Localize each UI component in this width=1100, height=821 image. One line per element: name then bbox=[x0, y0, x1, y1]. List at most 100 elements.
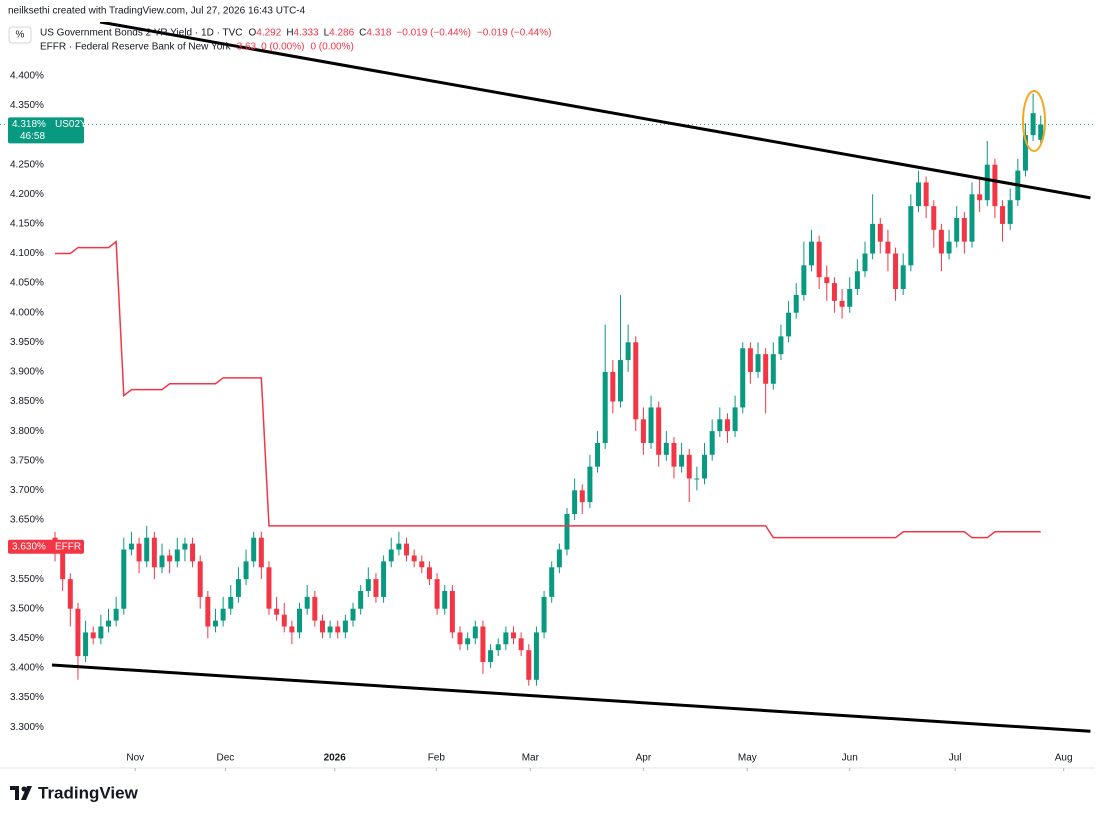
legend-name: EFFR · Federal Reserve Bank of New York bbox=[40, 42, 232, 53]
y-tick-label: 4.250% bbox=[10, 159, 44, 170]
candle-body bbox=[419, 561, 425, 568]
candle-body bbox=[495, 644, 501, 651]
x-tick-label: Dec bbox=[217, 753, 235, 764]
y-tick-label: 4.000% bbox=[10, 307, 44, 318]
candle-body bbox=[778, 336, 784, 355]
legend-ohlc-letter: C bbox=[359, 28, 366, 39]
y-tick-label: 3.350% bbox=[10, 692, 44, 703]
candle-body bbox=[98, 626, 104, 639]
candle-body bbox=[159, 555, 165, 568]
candle-body bbox=[106, 620, 112, 627]
candle-body bbox=[801, 265, 807, 295]
candle-body bbox=[549, 567, 555, 597]
candle-body bbox=[915, 182, 921, 207]
candle-body bbox=[923, 182, 929, 207]
candle-body bbox=[755, 354, 761, 372]
y-tick-label: 4.100% bbox=[10, 248, 44, 259]
candle-body bbox=[381, 561, 387, 597]
candle-body bbox=[518, 638, 524, 651]
y-tick-label: 3.500% bbox=[10, 603, 44, 614]
candle-body bbox=[113, 608, 119, 621]
candle-body bbox=[938, 229, 944, 254]
candle-body bbox=[1030, 113, 1036, 136]
candle-body bbox=[1007, 200, 1013, 224]
candle-body bbox=[977, 194, 983, 201]
candle-body bbox=[1000, 206, 1006, 224]
candle-body bbox=[411, 555, 417, 562]
candle-body bbox=[572, 490, 578, 515]
legend-change: 0 (0.00%) bbox=[310, 42, 353, 53]
candle-body bbox=[434, 579, 440, 609]
x-tick-label: 2026 bbox=[324, 753, 347, 764]
y-tick-label: 4.150% bbox=[10, 219, 44, 230]
candle-body bbox=[319, 620, 325, 633]
candle-body bbox=[304, 596, 310, 609]
candle-body bbox=[770, 354, 776, 384]
candle-body bbox=[541, 596, 547, 633]
price-tags: 4.318% US02Y 46:58 3.630% EFFR bbox=[8, 117, 87, 554]
highlight-ellipse bbox=[1022, 90, 1046, 152]
y-tick-label: 4.350% bbox=[10, 100, 44, 111]
candle-body bbox=[136, 543, 142, 562]
candle-body bbox=[847, 289, 853, 307]
candle-body bbox=[717, 419, 723, 432]
candle-body bbox=[297, 608, 303, 633]
candle-body bbox=[900, 265, 906, 290]
y-tick-label: 3.700% bbox=[10, 485, 44, 496]
candle-body bbox=[908, 206, 914, 266]
x-tick-label: Jun bbox=[842, 753, 858, 764]
candle-body bbox=[228, 596, 234, 609]
candle-body bbox=[426, 567, 432, 580]
candle-body bbox=[992, 164, 998, 207]
candle-body bbox=[1022, 135, 1028, 171]
candle-body bbox=[60, 549, 66, 580]
legend-value: 3.63 bbox=[237, 42, 257, 53]
candle-body bbox=[488, 650, 494, 663]
plot-area bbox=[0, 22, 1095, 733]
candle-body bbox=[786, 312, 792, 337]
candle-body bbox=[747, 348, 753, 372]
candle-body bbox=[404, 543, 410, 556]
candle-body bbox=[954, 217, 960, 242]
candle-body bbox=[579, 490, 585, 503]
candle-body bbox=[633, 342, 639, 420]
candle-body bbox=[144, 537, 150, 562]
candle-body bbox=[885, 241, 891, 254]
legend-name: US Government Bonds 2 YR Yield · 1D · TV… bbox=[40, 28, 243, 39]
candle-body bbox=[533, 632, 539, 680]
y-tick-label: 4.200% bbox=[10, 189, 44, 200]
candle-body bbox=[510, 632, 516, 639]
y-tick-label: 3.650% bbox=[10, 515, 44, 526]
y-tick-label: 3.550% bbox=[10, 574, 44, 585]
candle-body bbox=[877, 223, 883, 242]
candle-body bbox=[388, 549, 394, 562]
y-tick-label: 3.300% bbox=[10, 722, 44, 733]
candle-body bbox=[625, 342, 631, 361]
candle-body bbox=[235, 579, 241, 597]
trendline bbox=[51, 663, 1091, 733]
legend: US Government Bonds 2 YR Yield · 1D · TV… bbox=[40, 28, 551, 53]
y-tick-label: 3.850% bbox=[10, 396, 44, 407]
candle-body bbox=[151, 537, 157, 568]
candle-body bbox=[251, 537, 257, 562]
candle-body bbox=[946, 241, 952, 254]
candle-body bbox=[442, 590, 448, 609]
attribution: neilksethi created with TradingView.com,… bbox=[8, 6, 306, 17]
candle-body bbox=[472, 626, 478, 639]
legend-ohlc-value: 4.292 bbox=[256, 28, 281, 39]
candle-body bbox=[732, 407, 738, 432]
y-tick-label: 3.800% bbox=[10, 426, 44, 437]
candle-body bbox=[128, 543, 134, 550]
candle-body bbox=[212, 620, 218, 627]
candle-body bbox=[587, 466, 593, 503]
candle-body bbox=[449, 590, 455, 633]
candle-body bbox=[839, 300, 845, 307]
candle-body bbox=[724, 419, 730, 432]
candle-body bbox=[67, 579, 73, 609]
legend-ohlc-letter: H bbox=[286, 28, 293, 39]
candle-body bbox=[335, 626, 341, 633]
candle-body bbox=[480, 626, 486, 663]
candle-body bbox=[243, 561, 249, 580]
